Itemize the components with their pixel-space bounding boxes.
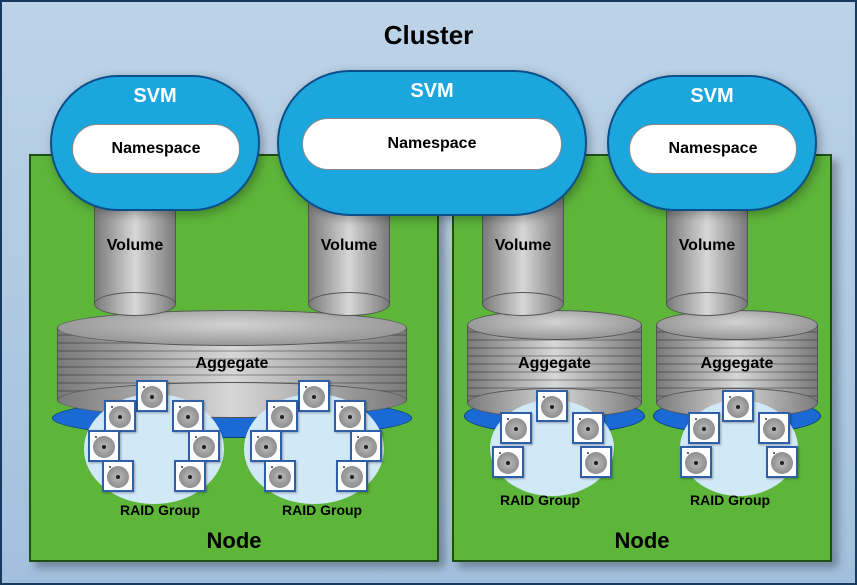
disk-icon — [250, 430, 282, 462]
disk-icon — [334, 400, 366, 432]
disk-icon — [174, 460, 206, 492]
disk-icon — [680, 446, 712, 478]
svm-label: SVM — [133, 85, 176, 108]
disk-icon — [102, 460, 134, 492]
cluster-title: Cluster — [384, 20, 474, 51]
disk-icon — [188, 430, 220, 462]
node-label: Node — [615, 528, 670, 554]
disk-icon — [88, 430, 120, 462]
namespace-pill: Namespace — [302, 118, 562, 170]
disk-icon — [264, 460, 296, 492]
raid-group-label: RAID Group — [282, 502, 362, 518]
disk-icon — [758, 412, 790, 444]
disk-icon — [136, 380, 168, 412]
raid-group-label: RAID Group — [690, 492, 770, 508]
svm-label: SVM — [690, 85, 733, 108]
raid-group-label: RAID Group — [120, 502, 200, 518]
raid-group-label: RAID Group — [500, 492, 580, 508]
disk-icon — [536, 390, 568, 422]
disk-icon — [298, 380, 330, 412]
disk-icon — [572, 412, 604, 444]
disk-icon — [492, 446, 524, 478]
cluster-frame: Cluster NodeNodeAggegateAggegateAggegate… — [0, 0, 857, 585]
disk-icon — [350, 430, 382, 462]
disk-icon — [104, 400, 136, 432]
disk-icon — [500, 412, 532, 444]
disk-icon — [266, 400, 298, 432]
disk-icon — [172, 400, 204, 432]
disk-icon — [580, 446, 612, 478]
disk-icon — [688, 412, 720, 444]
namespace-pill: Namespace — [72, 124, 240, 174]
node-label: Node — [207, 528, 262, 554]
disk-icon — [336, 460, 368, 492]
disk-icon — [722, 390, 754, 422]
svm-label: SVM — [410, 80, 453, 103]
disk-icon — [766, 446, 798, 478]
namespace-pill: Namespace — [629, 124, 797, 174]
